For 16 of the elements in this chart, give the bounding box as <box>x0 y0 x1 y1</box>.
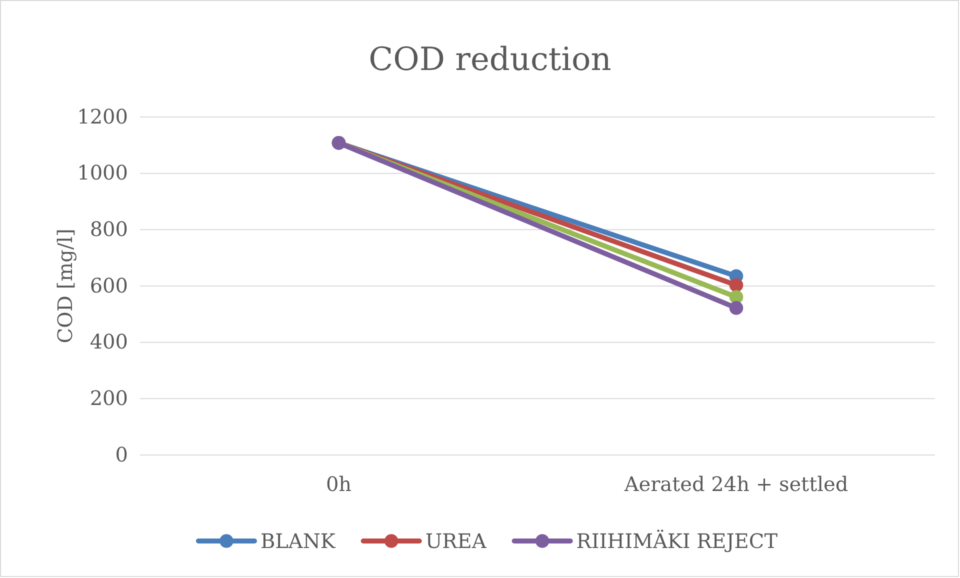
y-tick-label: 1200 <box>77 104 128 128</box>
point <box>729 278 744 292</box>
legend-label: BLANK <box>260 529 336 553</box>
y-tick-label: 1000 <box>77 160 128 185</box>
x-tick-label: Aerated 24h + settled <box>623 472 848 496</box>
y-tick-label: 600 <box>90 273 128 298</box>
legend-label: UREA <box>425 529 487 553</box>
y-tick-label: 800 <box>90 217 128 242</box>
x-tick-label: 0h <box>326 472 352 496</box>
chart-title: COD reduction <box>368 40 612 78</box>
y-tick-label: 400 <box>90 330 128 354</box>
legend-label: RIIHIMÄKI REJECT <box>576 529 778 553</box>
y-tick-label: 200 <box>90 386 128 410</box>
y-tick-label: 0 <box>115 442 128 466</box>
y-axis-title: COD [mg/l] <box>53 228 77 344</box>
point <box>729 301 744 315</box>
